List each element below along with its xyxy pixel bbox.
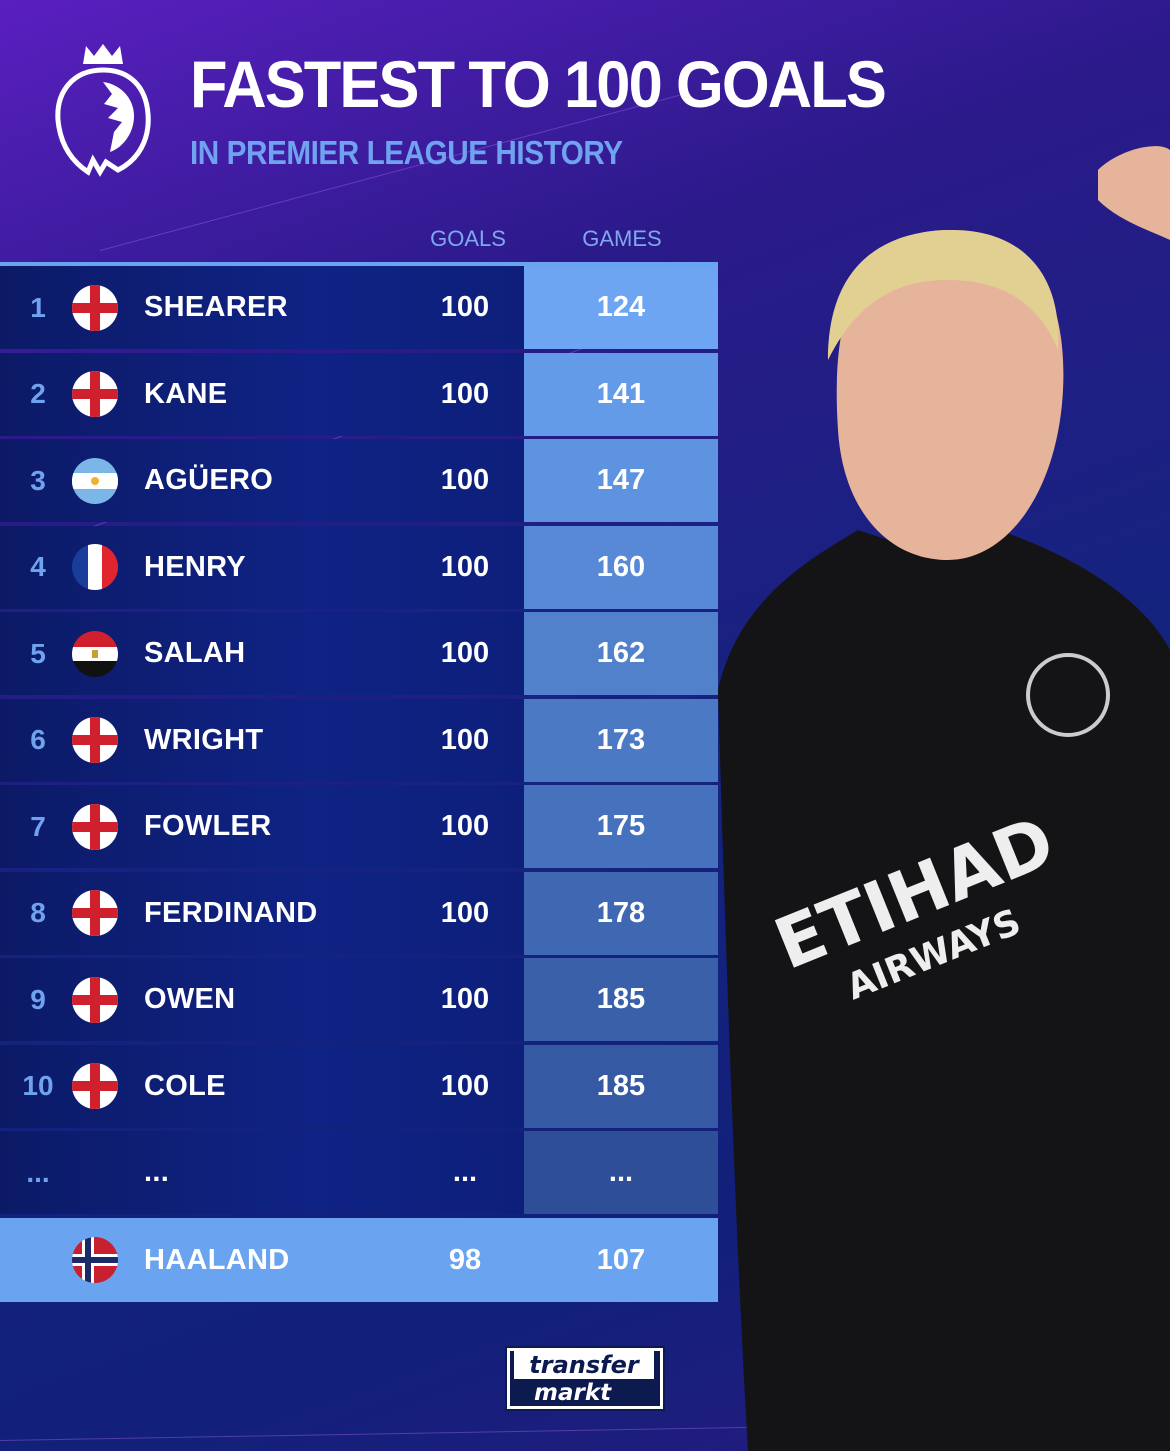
england-flag-icon	[72, 1063, 118, 1109]
table-row: 7 FOWLER 100 175	[0, 785, 718, 868]
england-flag-icon	[72, 890, 118, 936]
table-row: 8 FERDINAND 100 178	[0, 871, 718, 955]
england-flag-icon	[72, 284, 118, 331]
games-cell	[524, 352, 718, 436]
table-row: ... ... ... ...	[0, 1131, 718, 1214]
england-flag-icon	[72, 371, 118, 417]
table-row: 9 OWEN 100 185	[0, 958, 718, 1041]
rank: 10	[22, 1070, 54, 1101]
player-name: ...	[144, 1156, 170, 1188]
argentina-flag-icon	[72, 457, 118, 504]
goals-value: 100	[440, 1069, 490, 1102]
games-cell	[524, 439, 718, 522]
player-name: HENRY	[144, 550, 246, 583]
goals-value: 100	[440, 810, 490, 842]
rank: 7	[30, 810, 46, 842]
table-row: 6 WRIGHT 100 173	[0, 698, 718, 782]
goals-value: 100	[440, 723, 490, 756]
player-name: SHEARER	[144, 291, 288, 323]
goals-value: 100	[440, 291, 490, 323]
goals-value: 100	[440, 550, 490, 583]
rank: 5	[30, 637, 46, 669]
premier-league-lion-icon	[55, 44, 151, 177]
games-value: 185	[596, 1069, 646, 1102]
row-background	[0, 1131, 524, 1214]
games-value: 185	[596, 983, 646, 1015]
games-cell	[524, 1044, 718, 1128]
player-name: WRIGHT	[144, 723, 264, 756]
games-value: 175	[596, 810, 646, 842]
table-row: 1 SHEARER 100 124	[0, 266, 718, 349]
goals-value: 100	[440, 464, 490, 496]
rank: 9	[30, 983, 46, 1015]
england-flag-icon	[72, 717, 118, 763]
games-cell	[524, 266, 718, 349]
games-cell	[524, 785, 718, 868]
norway-flag-icon	[72, 1237, 118, 1283]
games-value: 162	[596, 637, 646, 669]
goals-value: 100	[440, 983, 490, 1015]
games-value: 178	[596, 896, 646, 929]
goals-value: 100	[440, 637, 490, 669]
goals-value: 100	[440, 896, 490, 929]
goals-column-header: GOALS	[430, 226, 506, 251]
games-cell	[524, 1131, 718, 1214]
table-top-border	[0, 262, 718, 266]
goals-value: 98	[448, 1243, 482, 1276]
games-cell	[524, 871, 718, 955]
page-title: FASTEST TO 100 GOALS	[190, 47, 887, 121]
player-name: HAALAND	[144, 1243, 290, 1276]
games-value: 160	[596, 550, 646, 583]
games-cell	[524, 958, 718, 1041]
logo-text: markt	[534, 1380, 612, 1406]
england-flag-icon	[72, 803, 118, 850]
games-value: 173	[596, 723, 646, 756]
player-name: FOWLER	[144, 810, 272, 842]
rank: 6	[30, 724, 46, 755]
rank: 3	[30, 464, 46, 496]
page-subtitle: IN PREMIER LEAGUE HISTORY	[190, 134, 623, 171]
games-value: 141	[596, 377, 646, 410]
games-value: 124	[596, 291, 646, 323]
rank: 4	[30, 551, 46, 582]
rank: 2	[30, 378, 46, 409]
transfermarkt-logo: transfer markt	[505, 1346, 665, 1411]
england-flag-icon	[72, 976, 118, 1023]
games-value: ...	[608, 1156, 634, 1188]
france-flag-icon	[72, 544, 118, 590]
rank: 1	[30, 291, 46, 323]
player-name: SALAH	[144, 637, 246, 669]
games-column-header: GAMES	[582, 226, 662, 251]
player-name: AGÜERO	[144, 464, 274, 496]
table-row: 3 AGÜERO 100 147	[0, 439, 718, 522]
games-value: 107	[596, 1243, 646, 1276]
table-row: 10 COLE 100 185	[0, 1044, 718, 1128]
highlight-row-haaland: HAALAND 98 107	[0, 1218, 718, 1302]
table-row: 5 SALAH 100 162	[0, 612, 718, 695]
games-cell	[524, 525, 718, 609]
table-row: 2 KANE 100 141	[0, 352, 718, 436]
egypt-flag-icon	[72, 630, 118, 677]
player-name: COLE	[144, 1069, 226, 1102]
games-cell	[524, 612, 718, 695]
player-name: KANE	[144, 377, 228, 410]
rank: ...	[26, 1156, 50, 1188]
player-name: OWEN	[144, 983, 236, 1015]
player-photo: ETIHAD AIRWAYS	[718, 146, 1170, 1451]
games-value: 147	[596, 464, 646, 496]
goals-value: ...	[452, 1156, 478, 1188]
table-row: 4 HENRY 100 160	[0, 525, 718, 609]
games-cell	[524, 698, 718, 782]
goals-value: 100	[440, 377, 490, 410]
rank: 8	[30, 897, 46, 928]
logo-text: transfer	[514, 1351, 654, 1379]
player-name: FERDINAND	[144, 896, 318, 929]
